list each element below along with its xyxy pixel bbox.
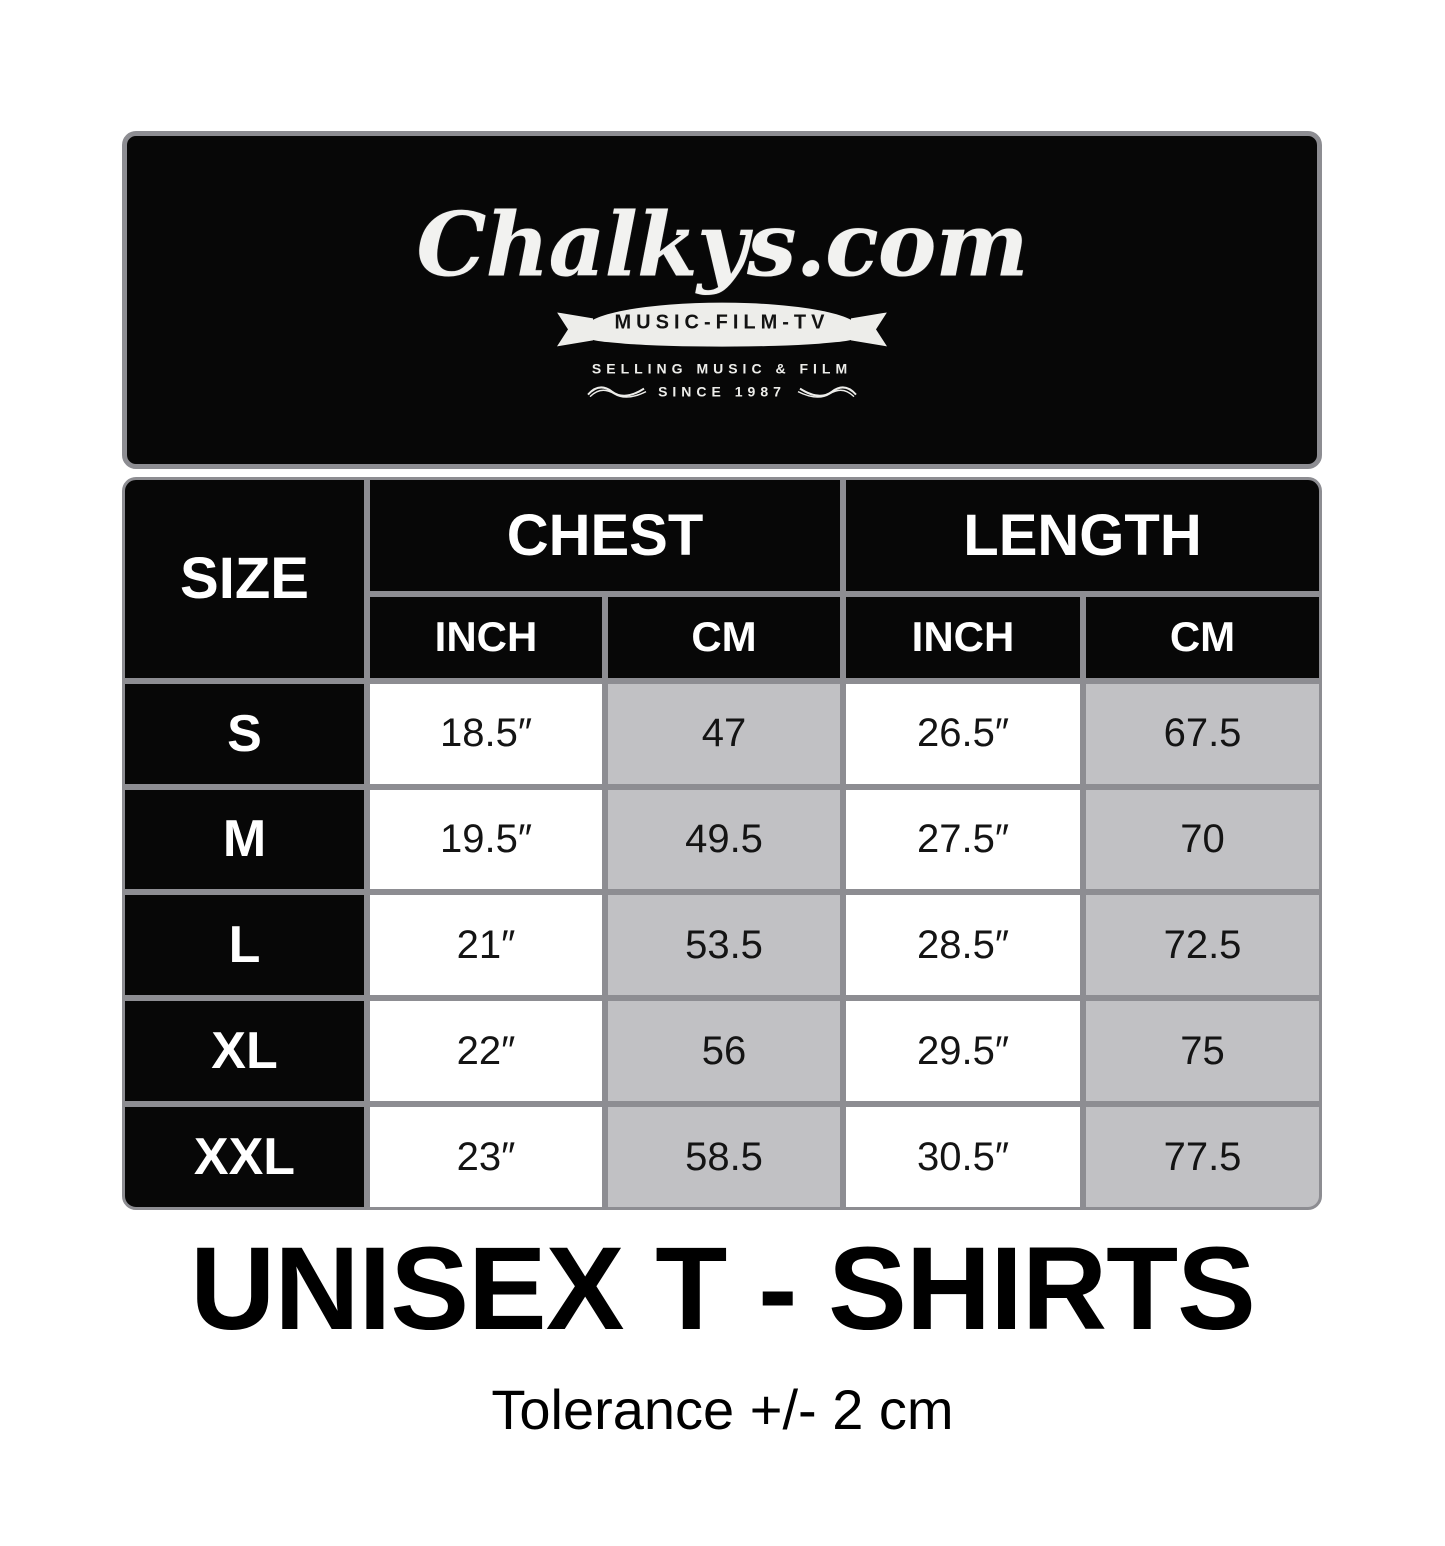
row-size-label: XL bbox=[122, 998, 367, 1105]
flourish-left-icon bbox=[586, 383, 648, 399]
cell-chest-inch: 22″ bbox=[367, 998, 605, 1105]
cell-length-cm: 70 bbox=[1083, 786, 1323, 893]
logo-since-row: SINCE 1987 bbox=[127, 383, 1317, 399]
header-chest-inch: INCH bbox=[367, 594, 605, 681]
header-group-chest: CHEST bbox=[367, 477, 844, 595]
cell-length-inch: 29.5″ bbox=[843, 998, 1084, 1105]
cell-length-inch: 30.5″ bbox=[843, 1104, 1084, 1210]
brand-logo-panel: Chalkys.com MUSIC-FILM-TV SELLING MUSIC … bbox=[122, 131, 1322, 469]
cell-length-inch: 26.5″ bbox=[843, 680, 1084, 787]
footer-block: UNISEX T - SHIRTS Tolerance +/- 2 cm bbox=[0, 1223, 1445, 1443]
table-row: L 21″ 53.5 28.5″ 72.5 bbox=[122, 892, 1323, 999]
table-row: S 18.5″ 47 26.5″ 67.5 bbox=[122, 680, 1323, 787]
header-length-inch: INCH bbox=[843, 594, 1084, 681]
cell-length-cm: 72.5 bbox=[1083, 892, 1323, 999]
header-chest-cm: CM bbox=[605, 594, 844, 681]
cell-chest-inch: 23″ bbox=[367, 1104, 605, 1210]
ribbon-label: MUSIC-FILM-TV bbox=[614, 311, 830, 334]
cell-chest-inch: 18.5″ bbox=[367, 680, 605, 787]
table-header-row-groups: SIZE CHEST LENGTH bbox=[122, 477, 1323, 681]
tolerance-note: Tolerance +/- 2 cm bbox=[491, 1377, 954, 1441]
row-size-label: S bbox=[122, 680, 367, 787]
brand-wordmark: Chalkys.com bbox=[416, 192, 1028, 297]
logo-content: Chalkys.com MUSIC-FILM-TV SELLING MUSIC … bbox=[127, 192, 1317, 400]
cell-chest-cm: 58.5 bbox=[605, 1104, 844, 1210]
table-row: M 19.5″ 49.5 27.5″ 70 bbox=[122, 786, 1323, 893]
ribbon-band: MUSIC-FILM-TV bbox=[585, 302, 859, 347]
cell-length-cm: 77.5 bbox=[1083, 1104, 1323, 1210]
cell-chest-cm: 47 bbox=[605, 680, 844, 787]
header-length-cm: CM bbox=[1083, 594, 1323, 681]
row-size-label: XXL bbox=[122, 1104, 367, 1210]
row-size-label: M bbox=[122, 786, 367, 893]
logo-tagline: SELLING MUSIC & FILM bbox=[591, 360, 853, 377]
flourish-right-icon bbox=[796, 383, 858, 399]
cell-length-cm: 75 bbox=[1083, 998, 1323, 1105]
header-group-length: LENGTH bbox=[843, 477, 1323, 595]
table-header-row-units: INCH CM INCH CM bbox=[122, 594, 1323, 681]
row-size-label: L bbox=[122, 892, 367, 999]
cell-length-cm: 67.5 bbox=[1083, 680, 1323, 787]
logo-since-label: SINCE 1987 bbox=[658, 383, 786, 400]
cell-chest-inch: 19.5″ bbox=[367, 786, 605, 893]
cell-chest-cm: 53.5 bbox=[605, 892, 844, 999]
table-row: XL 22″ 56 29.5″ 75 bbox=[122, 998, 1323, 1105]
cell-length-inch: 27.5″ bbox=[843, 786, 1084, 893]
cell-chest-cm: 49.5 bbox=[605, 786, 844, 893]
table-row: XXL 23″ 58.5 30.5″ 77.5 bbox=[122, 1104, 1323, 1210]
cell-length-inch: 28.5″ bbox=[843, 892, 1084, 999]
cell-chest-cm: 56 bbox=[605, 998, 844, 1105]
header-size: SIZE bbox=[122, 477, 367, 681]
page-title: UNISEX T - SHIRTS bbox=[190, 1223, 1256, 1355]
cell-chest-inch: 21″ bbox=[367, 892, 605, 999]
ribbon-banner: MUSIC-FILM-TV bbox=[557, 302, 887, 348]
size-chart-table: SIZE CHEST LENGTH INCH CM INCH CM S 18.5… bbox=[122, 477, 1323, 1210]
